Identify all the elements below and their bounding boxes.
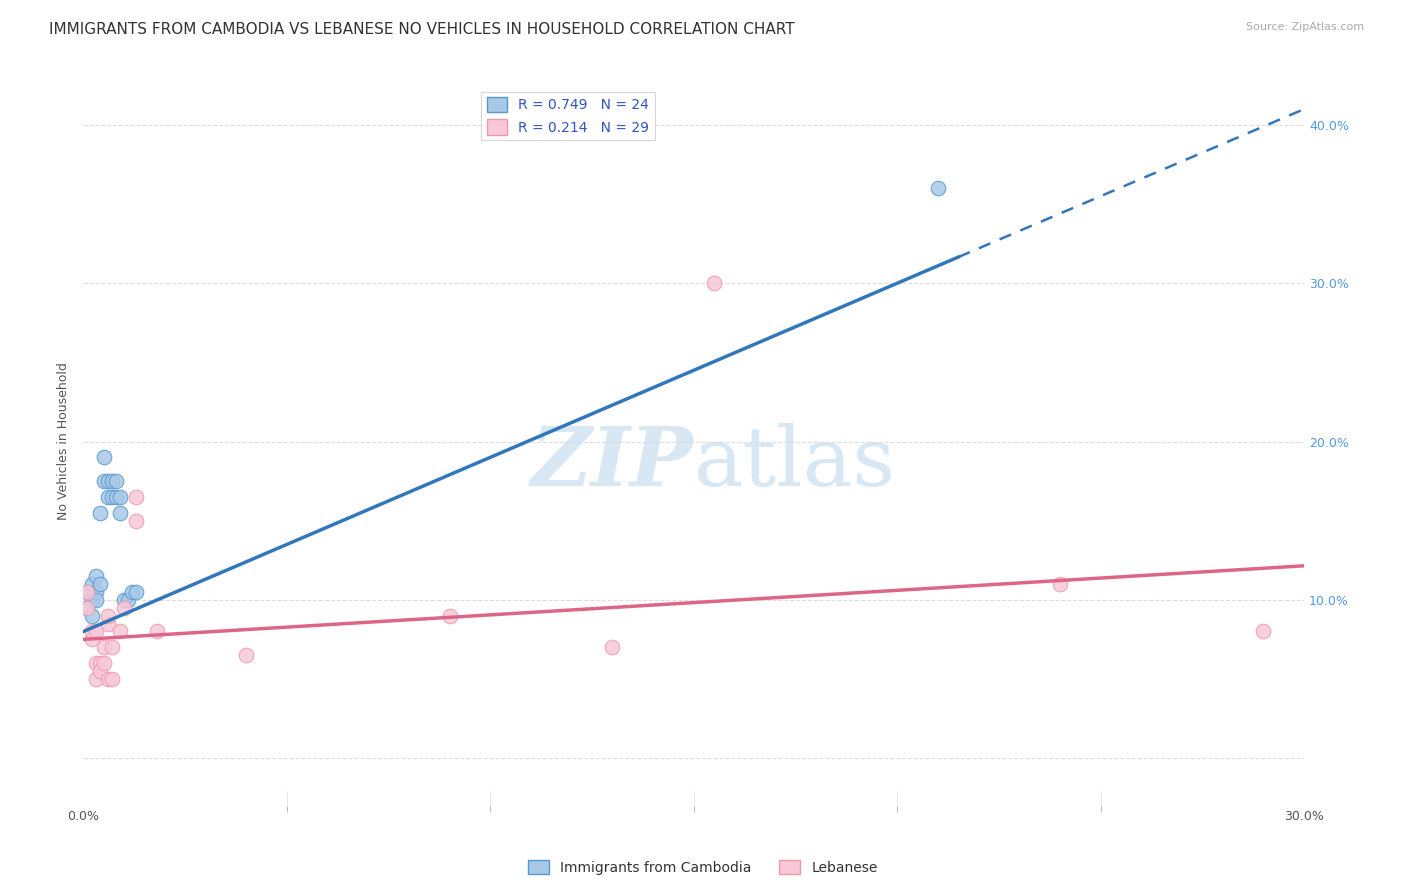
Point [93, 640, 115, 655]
Point [89, 506, 111, 520]
Point [927, 181, 949, 195]
Point [84, 592, 107, 607]
Point [97, 608, 120, 623]
Y-axis label: No Vehicles in Household: No Vehicles in Household [58, 362, 70, 520]
Point [80, 577, 103, 591]
Point [439, 608, 461, 623]
Point [112, 592, 135, 607]
Point [125, 514, 148, 528]
Point [101, 640, 124, 655]
Point [602, 640, 624, 655]
Text: atlas: atlas [693, 424, 896, 503]
Point [76, 585, 98, 599]
Point [125, 490, 148, 504]
Legend: Immigrants from Cambodia, Lebanese: Immigrants from Cambodia, Lebanese [523, 855, 883, 880]
Point [101, 474, 124, 488]
Point [84, 672, 107, 686]
Point [108, 490, 131, 504]
Point [80, 592, 103, 607]
Point [121, 585, 143, 599]
Point [125, 585, 148, 599]
Point [235, 648, 257, 663]
Point [104, 474, 127, 488]
Point [97, 672, 120, 686]
Point [104, 490, 127, 504]
Point [84, 569, 107, 583]
Point [1253, 624, 1275, 639]
Point [101, 672, 124, 686]
Point [101, 490, 124, 504]
Point [89, 656, 111, 670]
Point [80, 632, 103, 647]
Text: IMMIGRANTS FROM CAMBODIA VS LEBANESE NO VEHICLES IN HOUSEHOLD CORRELATION CHART: IMMIGRANTS FROM CAMBODIA VS LEBANESE NO … [49, 22, 794, 37]
Point [89, 664, 111, 678]
Point [80, 608, 103, 623]
Point [108, 624, 131, 639]
Point [76, 600, 98, 615]
Point [145, 624, 167, 639]
Point [89, 577, 111, 591]
Point [112, 600, 135, 615]
Point [117, 592, 139, 607]
Text: ZIP: ZIP [531, 424, 693, 503]
Legend: R = 0.749   N = 24, R = 0.214   N = 29: R = 0.749 N = 24, R = 0.214 N = 29 [481, 92, 655, 140]
Point [1049, 577, 1071, 591]
Point [97, 474, 120, 488]
Point [703, 277, 725, 291]
Point [76, 600, 98, 615]
Point [97, 616, 120, 631]
Point [97, 490, 120, 504]
Point [93, 474, 115, 488]
Point [84, 656, 107, 670]
Text: Source: ZipAtlas.com: Source: ZipAtlas.com [1246, 22, 1364, 32]
Point [80, 624, 103, 639]
Point [93, 450, 115, 465]
Point [84, 585, 107, 599]
Point [93, 656, 115, 670]
Point [76, 585, 98, 599]
Point [108, 506, 131, 520]
Point [84, 624, 107, 639]
